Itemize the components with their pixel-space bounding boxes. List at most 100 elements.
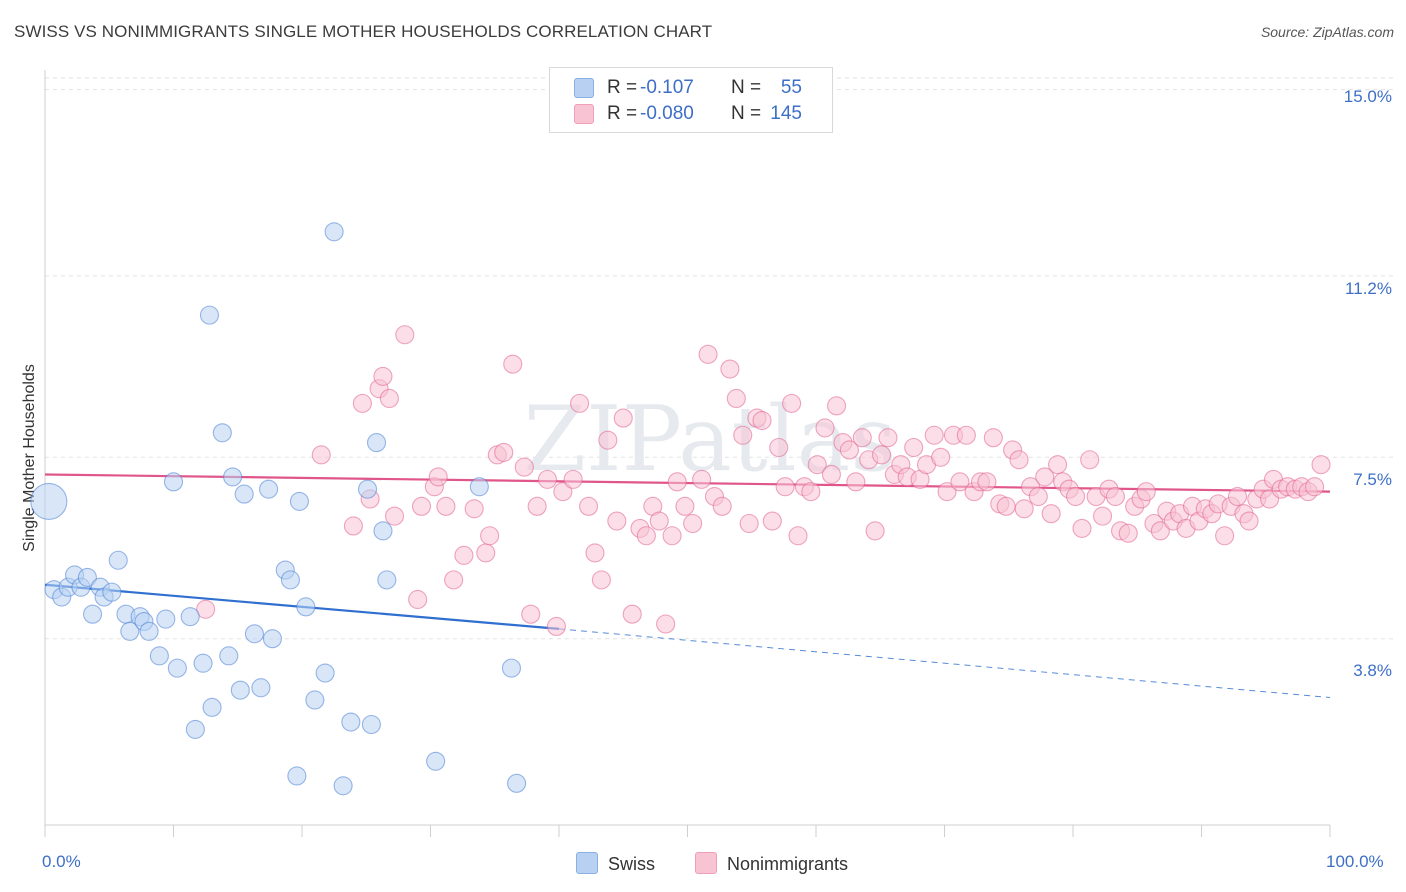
swiss-point [305,690,325,710]
nonimmigrant-point [931,447,951,467]
swiss-point [120,621,140,641]
nonimmigrant-point [436,496,456,516]
r-value: -0.080 [640,103,694,124]
nonimmigrant-point [527,496,547,516]
nonimmigrant-point [821,464,841,485]
nonimmigrant-point [494,442,514,462]
r-value: -0.107 [640,77,694,98]
nonimmigrant-point [373,366,393,386]
nonimmigrant-point [878,428,898,448]
swiss-point [202,697,222,717]
nonimmigrant-point [788,526,808,546]
nonimmigrant-point [839,440,859,460]
correlation-legend: R = -0.107 N = 55 R = -0.080 N = 145 [549,67,833,133]
nonimmigrant-point [1028,486,1048,507]
legend-row-nonimmigrants: R = -0.080 N = 145 [550,101,832,127]
nonimmigrant-point [983,428,1003,448]
legend-item-nonimmigrants[interactable]: Nonimmigrants [695,852,848,875]
nonimmigrant-point [1009,450,1029,470]
nonimmigrant-point [726,388,746,409]
nonimmigrant-point [1136,482,1156,502]
nonimmigrant-point [656,614,676,634]
nonimmigrant-point [1305,477,1325,497]
nonimmigrant-point [1080,450,1100,470]
nonimmigrant-point [352,393,372,413]
n-value: 55 [780,77,802,98]
swiss-point [108,550,128,570]
nonimmigrant-point [675,496,695,516]
swiss-point [163,472,184,492]
nonimmigrants-legend-label: Nonimmigrants [727,854,849,874]
nonimmigrant-point [537,469,557,489]
nonimmigrant-point [395,325,415,345]
nonimmigrant-point [379,388,399,409]
swiss-point [315,663,335,683]
nonimmigrant-point [1118,523,1138,543]
nonimmigrant-point [782,393,802,413]
nonimmigrant-point [622,604,642,624]
nonimmigrant-point [733,425,753,445]
swiss-point [82,604,103,624]
swiss-trend-extension [558,628,1331,699]
nonimmigrant-point [924,425,944,445]
swiss-point [377,570,397,590]
swiss-point [244,624,265,644]
nonimmigrant-point [739,513,759,534]
nonimmigrant-point [521,604,541,624]
swiss-point [167,658,187,678]
swiss-point [77,567,97,587]
nonimmigrant-point [311,445,331,465]
nonimmigrant-point [1105,486,1125,507]
nonimmigrant-point [384,506,405,526]
nonimmigrant-point [343,516,363,536]
nonimmigrant-point [1014,499,1034,519]
nonimmigrant-point [1227,486,1248,507]
nonimmigrant-point [827,396,847,416]
nonimmigrant-point [769,437,789,458]
nonimmigrant-point [1215,526,1235,546]
nonimmigrant-point [775,477,795,497]
swiss-point [366,433,387,453]
swiss-point [373,521,393,541]
data-points [30,222,1331,796]
chart-title: SWISS VS NONIMMIGRANTS SINGLE MOTHER HOU… [14,22,713,41]
swiss-point [507,773,527,793]
nonimmigrant-point [1093,506,1113,526]
nonimmigrant-point [1311,455,1331,475]
nonimmigrant-point [698,344,718,364]
nonimmigrant-point [411,496,432,516]
legend-item-swiss[interactable]: Swiss [576,852,655,875]
nonimmigrant-point [585,543,605,563]
nonimmigrant-point [807,455,827,475]
nonimmigrant-point [996,496,1016,516]
swiss-point [280,570,300,590]
swiss-point [469,477,489,497]
swiss-point [287,766,307,786]
r-label: R = [607,77,638,98]
nonimmigrant-point [662,526,682,546]
nonimmigrant-point [683,513,703,534]
nonimmigrant-point [428,467,448,487]
nonimmigrant-point [762,511,782,531]
swiss-point [149,646,169,666]
swiss-point [219,646,239,666]
swiss-point [223,467,243,487]
n-label: N = [731,103,762,124]
swiss-point [357,479,378,499]
nonimmigrant-point [1072,518,1092,538]
nonimmigrant-point [196,599,216,619]
nonimmigrant-point [846,472,866,492]
nonimmigrant-point [1239,511,1259,531]
y-tick-label: 3.8% [1353,661,1392,680]
swiss-point [212,423,232,443]
source-label: Source: ZipAtlas.com [1260,24,1394,40]
nonimmigrant-point [553,482,573,502]
nonimmigrant-point [956,425,976,445]
y-tick-label: 7.5% [1353,470,1392,489]
nonimmigrant-point [871,445,892,465]
nonimmigrant-point [476,543,496,563]
swiss-point [259,479,279,499]
swiss-point [333,776,353,796]
nonimmigrant-point [720,359,740,379]
